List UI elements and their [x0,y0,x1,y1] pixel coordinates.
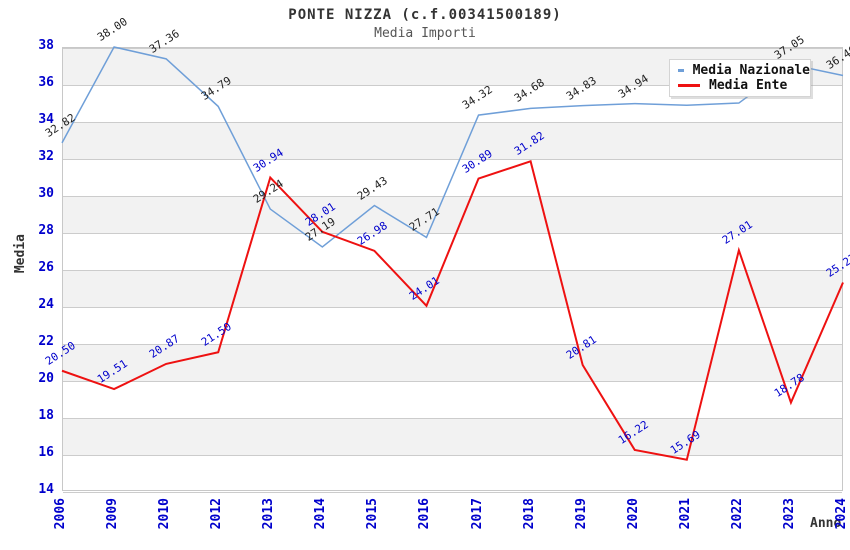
y-tick-label: 14 [38,482,54,497]
y-tick-label: 18 [38,408,54,423]
x-tick-label: 2019 [573,498,589,530]
y-gridline [63,159,842,160]
y-gridline [63,492,842,493]
x-tick-label: 2006 [53,498,68,530]
y-gridline [63,381,842,382]
y-gridline [63,196,842,197]
y-tick-label: 20 [38,371,54,386]
y-gridline [63,455,842,456]
y-gridline [63,48,842,49]
x-tick-label: 2017 [469,498,485,530]
x-tick-label: 2013 [261,498,277,530]
y-tick-label: 30 [38,186,54,201]
x-tick-label: 2012 [209,498,225,530]
x-tick-label: 2022 [729,498,745,530]
plot-band [63,122,842,159]
plot-area [62,47,843,493]
y-gridline [63,344,842,345]
y-tick-label: 16 [38,445,54,460]
x-axis-title: Anno [810,516,842,531]
legend-item-media-ente: Media Ente [678,78,810,93]
x-tick-label: 2018 [521,498,537,530]
x-tick-label: 2023 [781,498,797,530]
plot-band [63,196,842,233]
y-tick-label: 34 [38,112,54,127]
y-tick-label: 22 [38,334,54,349]
y-gridline [63,307,842,308]
x-tick-label: 2014 [313,498,329,530]
y-tick-label: 38 [38,38,54,53]
legend-label-media-ente: Media Ente [709,78,788,93]
legend-line-sample-media-ente [678,84,700,87]
legend-item-media-nazionale: Media Nazionale [678,63,810,78]
y-tick-label: 32 [38,149,54,164]
y-tick-label: 26 [38,260,54,275]
x-tick-label: 2015 [365,498,381,530]
chart-subtitle: Media Importi [374,26,476,41]
y-gridline [63,418,842,419]
x-tick-label: 2010 [157,498,173,530]
x-tick-label: 2016 [417,498,433,530]
x-tick-label: 2009 [105,498,121,530]
plot-band [63,344,842,381]
y-tick-label: 24 [38,297,54,312]
y-gridline [63,122,842,123]
legend-label-media-nazionale: Media Nazionale [692,63,810,78]
y-gridline [63,270,842,271]
y-tick-label: 28 [38,223,54,238]
plot-band [63,418,842,455]
legend: Media Nazionale Media Ente [669,59,811,97]
chart-title: PONTE NIZZA (c.f.00341500189) [288,7,562,23]
y-tick-label: 36 [38,75,54,90]
legend-line-sample-media-nazionale [678,69,684,72]
plot-band [63,270,842,307]
x-tick-label: 2020 [625,498,641,530]
x-tick-label: 2024 [834,498,849,530]
x-tick-label: 2021 [677,498,693,530]
